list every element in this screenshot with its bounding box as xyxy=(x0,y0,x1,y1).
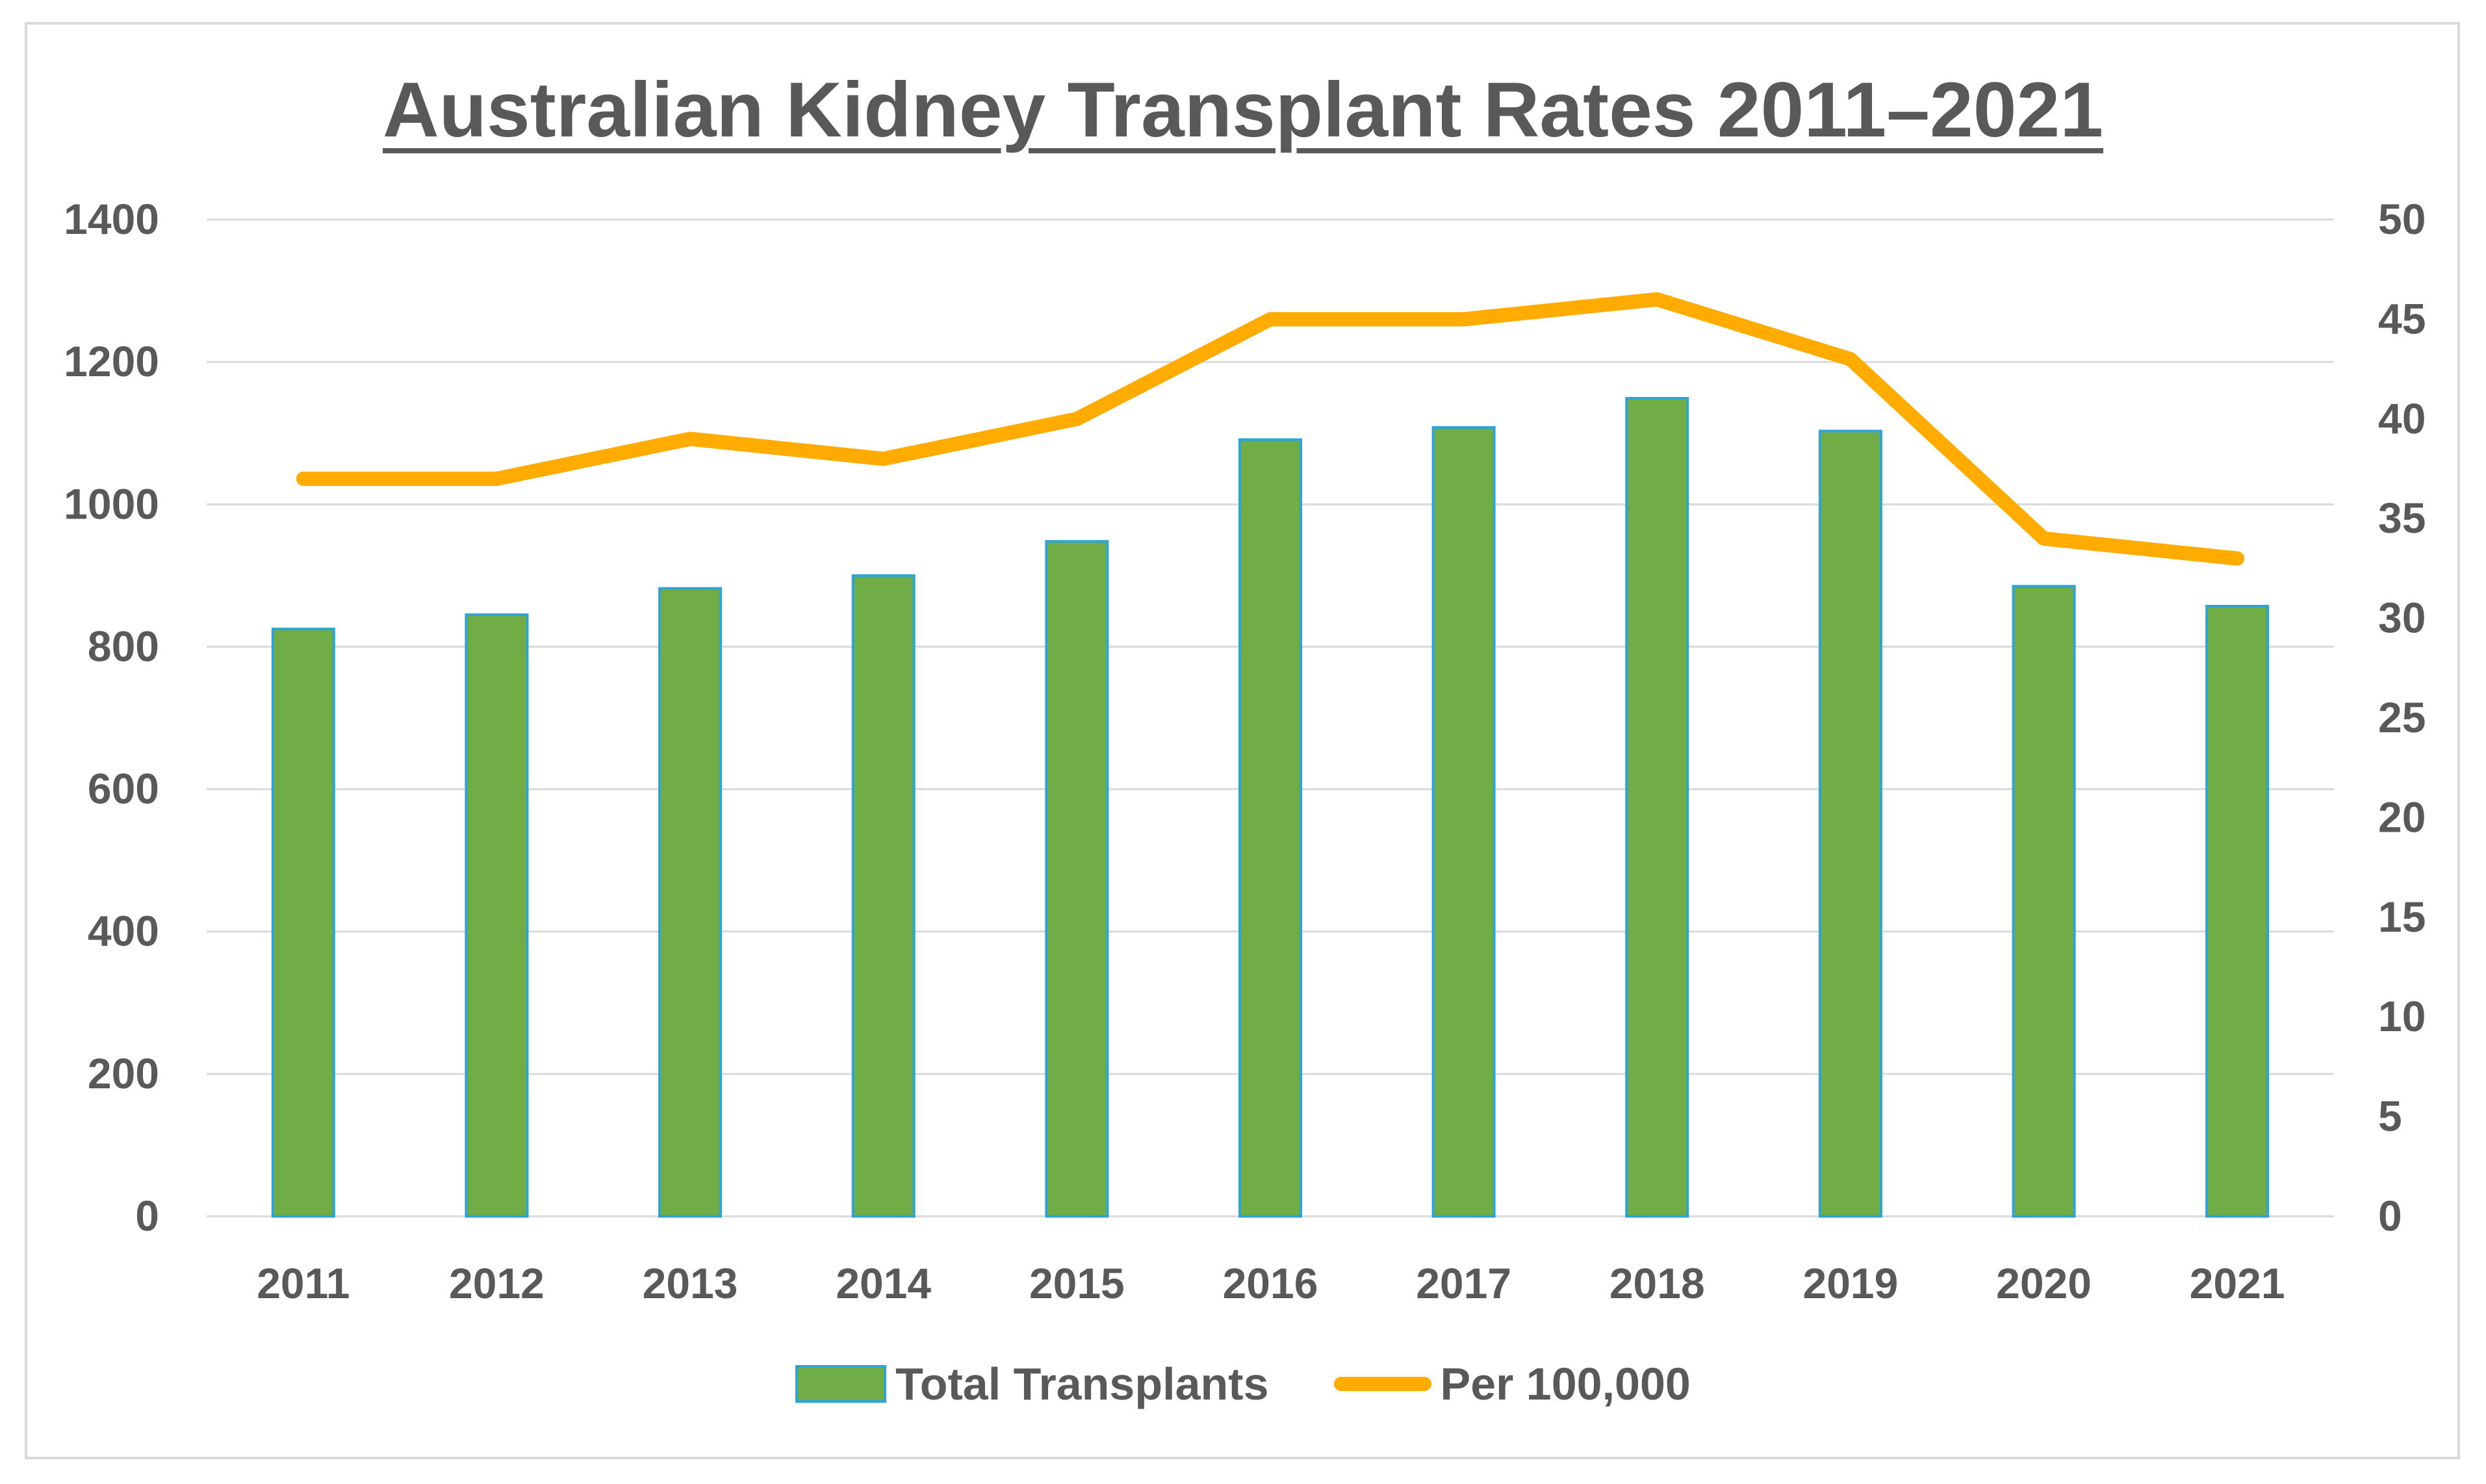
bar-2021 xyxy=(2205,604,2270,1218)
point-2012 xyxy=(496,478,498,480)
x-tick-label-2018: 2018 xyxy=(1609,1259,1705,1307)
x-tick-label-2020: 2020 xyxy=(1996,1259,2092,1307)
x-tick-label-2021: 2021 xyxy=(2190,1259,2285,1307)
x-tick-label-2012: 2012 xyxy=(449,1259,545,1307)
point-2013 xyxy=(689,438,691,440)
legend: Total Transplants Per 100,000 xyxy=(0,1351,2486,1416)
right-tick-label-5: 5 xyxy=(2378,1092,2402,1140)
x-tick-label-2015: 2015 xyxy=(1029,1259,1125,1307)
left-tick-label-400: 400 xyxy=(88,907,159,955)
left-tick-label-1400: 1400 xyxy=(64,195,159,243)
left-tick-label-0: 0 xyxy=(135,1192,159,1240)
point-2019 xyxy=(1849,358,1851,360)
left-tick-label-200: 200 xyxy=(88,1049,159,1097)
x-tick-label-2011: 2011 xyxy=(257,1259,350,1307)
bar-2014 xyxy=(851,574,916,1218)
bar-2018 xyxy=(1625,397,1689,1218)
left-tick-label-600: 600 xyxy=(88,765,159,813)
legend-swatch-bar xyxy=(795,1365,887,1403)
bars-total-transplants xyxy=(271,397,2270,1218)
x-axis-ticks: 2011 2012 2013 2014 2015 2016 2017 2018 2019 2020… xyxy=(257,1259,2285,1307)
right-tick-label-0: 0 xyxy=(2378,1192,2402,1240)
legend-entry-total-transplants: Total Transplants xyxy=(795,1358,1269,1410)
point-2015 xyxy=(1076,418,1078,420)
x-tick-label-2014: 2014 xyxy=(836,1259,931,1307)
bar-2020 xyxy=(2012,585,2076,1218)
x-tick-label-2017: 2017 xyxy=(1416,1259,1511,1307)
right-axis-ticks: 0 5 10 15 20 25 30 35 40 45 50 xyxy=(2378,195,2426,1240)
chart-title: Australian Kidney Transplant Rates 2011–… xyxy=(383,66,2103,153)
bar-2019 xyxy=(1818,429,1882,1218)
bar-2015 xyxy=(1045,540,1109,1218)
right-tick-label-15: 15 xyxy=(2378,893,2426,941)
right-tick-label-35: 35 xyxy=(2378,494,2426,542)
x-tick-label-2013: 2013 xyxy=(643,1259,738,1307)
legend-label-per-100000: Per 100,000 xyxy=(1440,1359,1691,1409)
legend-label-total-transplants: Total Transplants xyxy=(895,1359,1269,1409)
right-tick-label-10: 10 xyxy=(2378,992,2426,1040)
bar-2012 xyxy=(465,613,529,1218)
right-tick-label-25: 25 xyxy=(2378,693,2426,741)
bar-2013 xyxy=(658,587,723,1218)
point-2014 xyxy=(882,458,884,460)
legend-entry-per-100000: Per 100,000 xyxy=(1333,1358,1691,1410)
bar-2011 xyxy=(271,628,335,1218)
right-tick-label-40: 40 xyxy=(2378,394,2426,442)
point-2018 xyxy=(1656,298,1658,300)
right-tick-label-20: 20 xyxy=(2378,793,2426,841)
line-per-100000 xyxy=(296,292,2245,566)
left-tick-label-1000: 1000 xyxy=(64,480,159,528)
point-2016 xyxy=(1270,318,1271,320)
left-tick-label-1200: 1200 xyxy=(64,337,159,385)
x-tick-label-2016: 2016 xyxy=(1223,1259,1318,1307)
left-tick-label-800: 800 xyxy=(88,622,159,670)
point-2020 xyxy=(2043,537,2045,539)
legend-swatch-line xyxy=(1333,1377,1431,1391)
right-tick-label-45: 45 xyxy=(2378,294,2426,342)
bar-2016 xyxy=(1238,438,1302,1218)
right-tick-label-50: 50 xyxy=(2378,195,2426,243)
point-2021 xyxy=(2236,557,2238,559)
point-2017 xyxy=(1463,318,1465,320)
left-axis-ticks: 0 200 400 600 800 1000 1200 1400 xyxy=(64,195,159,1240)
point-2011 xyxy=(302,478,304,480)
x-tick-label-2019: 2019 xyxy=(1802,1259,1898,1307)
bar-2017 xyxy=(1431,426,1496,1218)
right-tick-label-30: 30 xyxy=(2378,594,2426,642)
